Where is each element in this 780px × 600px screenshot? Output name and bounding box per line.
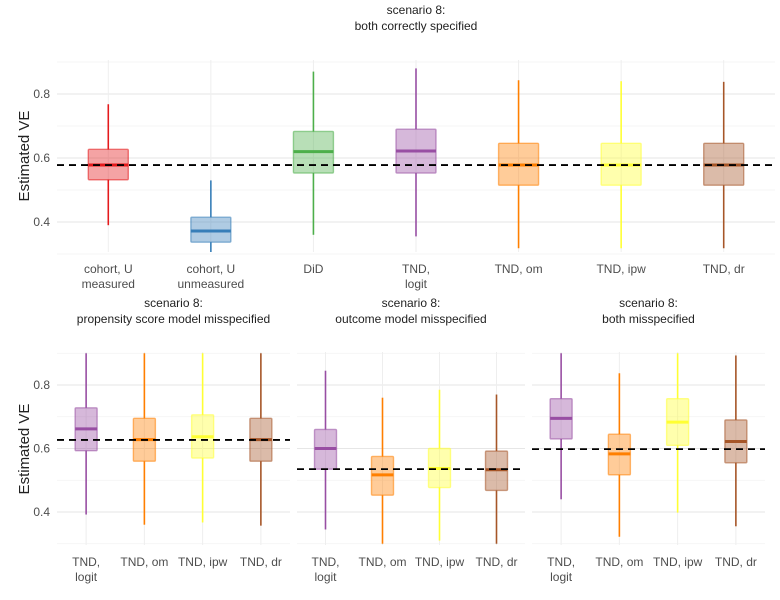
x-tick-label: logit (405, 277, 428, 291)
x-tick-label: cohort, U (84, 262, 133, 276)
x-tick-label: TND, (547, 555, 575, 569)
x-tick-label: TND, (312, 555, 340, 569)
panel-title: propensity score model misspecified (77, 312, 270, 326)
x-tick-label: logit (314, 570, 337, 584)
x-tick-label: logit (75, 570, 98, 584)
box-tnd-dr (724, 355, 748, 527)
x-tick-label: unmeasured (177, 277, 244, 291)
x-tick-label: TND, (402, 262, 430, 276)
panel-title: scenario 8: (387, 3, 446, 17)
y-tick-label: 0.8 (33, 378, 50, 392)
y-tick-label: 0.6 (33, 442, 50, 456)
x-tick-label: TND, ipw (415, 555, 465, 569)
x-tick-label: TND, dr (240, 555, 282, 569)
box-tnd-logit (313, 370, 338, 530)
x-tick-label: logit (550, 570, 573, 584)
box-tnd-om (132, 353, 157, 525)
x-tick-label: TND, om (595, 555, 643, 569)
y-axis-label: Estimated VE (16, 111, 33, 202)
box-tnd-logit (74, 353, 98, 515)
box-tnd-om (607, 373, 632, 537)
y-tick-label: 0.6 (33, 151, 50, 165)
box-tnd-logit (395, 68, 437, 237)
x-tick-label: TND, om (495, 262, 543, 276)
x-tick-label: TND, dr (715, 555, 757, 569)
x-tick-label: TND, (72, 555, 100, 569)
panel-3: scenario 8: outcome model misspecified TND… (297, 296, 525, 584)
x-tick-label: measured (82, 277, 135, 291)
box-tnd-ipw (427, 389, 452, 541)
x-tick-label: TND, ipw (178, 555, 228, 569)
panel-title: scenario 8: (382, 296, 441, 310)
box-tnd-om (370, 397, 395, 544)
panel-4: scenario 8: both misspecified TND,logit TND… (532, 296, 765, 584)
y-tick-label: 0.4 (33, 215, 50, 229)
panel-title: outcome model misspecified (335, 312, 486, 326)
x-tick-label: TND, ipw (596, 262, 646, 276)
x-tick-label: TND, dr (703, 262, 745, 276)
y-axis-label: Estimated VE (16, 404, 33, 495)
x-tick-label: cohort, U (187, 262, 236, 276)
x-tick-label: TND, om (120, 555, 168, 569)
y-tick-label: 0.4 (33, 505, 50, 519)
panel-title: both correctly specified (355, 19, 478, 33)
y-tick-label: 0.8 (33, 87, 50, 101)
box-did (292, 71, 335, 235)
x-tick-label: TND, ipw (653, 555, 703, 569)
x-tick-label: TND, om (359, 555, 407, 569)
panel-title: scenario 8: (619, 296, 678, 310)
panel-title: both misspecified (602, 312, 695, 326)
box-tnd-logit (549, 353, 573, 500)
box-tnd-ipw (190, 353, 215, 523)
x-tick-label: DiD (303, 262, 323, 276)
box-cohort-u-unmeasured (190, 180, 232, 252)
box-tnd-ipw (665, 353, 690, 513)
panel-title: scenario 8: (144, 296, 203, 310)
x-tick-label: TND, dr (476, 555, 518, 569)
